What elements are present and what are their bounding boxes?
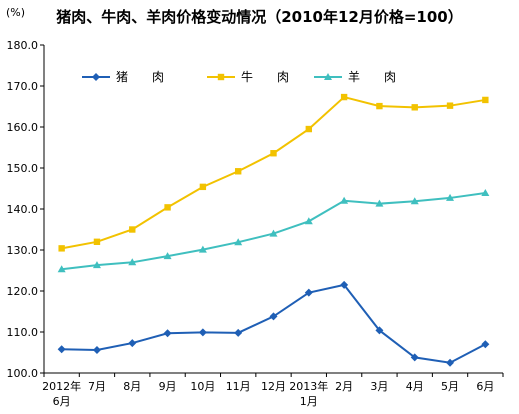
data-point-0 xyxy=(481,340,490,349)
chart-title: 猪肉、牛肉、羊肉价格变动情况（2010年12月价格=100） xyxy=(56,8,463,26)
data-point-0 xyxy=(410,353,419,362)
y-tick-label: 100.0 xyxy=(7,367,39,380)
x-tick-label: 10月 xyxy=(190,380,215,393)
data-point-0 xyxy=(340,280,349,289)
x-tick-label-line2: 1月 xyxy=(300,395,318,408)
data-point-1 xyxy=(270,150,277,157)
x-tick-label: 9月 xyxy=(159,380,177,393)
data-point-2 xyxy=(234,238,243,246)
y-tick-label: 160.0 xyxy=(7,121,39,134)
data-point-0 xyxy=(57,345,66,354)
legend: 猪 肉牛 肉羊 肉 xyxy=(82,69,396,84)
data-point-1 xyxy=(234,168,242,175)
series-layer xyxy=(57,93,490,367)
data-point-1 xyxy=(58,245,65,252)
data-point-2 xyxy=(446,193,455,201)
data-point-2 xyxy=(198,245,207,253)
data-point-0 xyxy=(375,326,384,335)
x-tick-label-line2: 6月 xyxy=(53,395,71,408)
data-point-0 xyxy=(92,346,101,355)
data-point-0 xyxy=(128,339,137,348)
data-point-0 xyxy=(269,312,278,321)
data-point-2 xyxy=(375,199,384,207)
y-tick-label: 120.0 xyxy=(7,285,39,298)
data-point-2 xyxy=(481,189,490,197)
x-tick-label: 2013年 xyxy=(289,379,328,393)
x-tick-label: 11月 xyxy=(226,380,251,393)
data-point-2 xyxy=(57,265,66,273)
legend-label-1: 牛 肉 xyxy=(241,69,289,84)
y-axis-unit-label: (%) xyxy=(6,6,25,19)
data-point-1 xyxy=(164,204,171,211)
legend-swatch-marker-2 xyxy=(324,73,332,80)
data-point-1 xyxy=(482,96,489,104)
legend-swatch-marker-1 xyxy=(217,73,225,81)
y-tick-label: 130.0 xyxy=(7,244,39,257)
data-point-1 xyxy=(446,102,454,109)
data-point-2 xyxy=(163,252,172,260)
data-point-0 xyxy=(198,328,207,337)
y-tick-label: 140.0 xyxy=(7,203,39,216)
data-point-1 xyxy=(411,104,418,111)
x-tick-label: 2012年 xyxy=(42,379,81,393)
legend-label-2: 羊 肉 xyxy=(348,69,396,84)
y-axis-ticks: 100.0 110.0 120.0 130.0 140.0 150.0 160.0 170.0… xyxy=(7,39,44,380)
y-tick-label: 170.0 xyxy=(7,80,39,93)
data-point-0 xyxy=(446,358,455,367)
legend-label-0: 猪 肉 xyxy=(116,70,164,84)
data-point-1 xyxy=(305,125,313,133)
x-tick-label: 8月 xyxy=(123,380,141,393)
y-tick-label: 180.0 xyxy=(7,39,39,52)
data-point-1 xyxy=(376,102,383,110)
x-tick-label: 7月 xyxy=(88,380,106,393)
data-point-1 xyxy=(199,183,207,191)
x-tick-label: 4月 xyxy=(406,380,424,393)
x-axis-ticks: 2012年 6月 7月 8月 9月 10月 11月 12月 2013年 1月 2月 3月 4月 5月 6月 xyxy=(42,373,504,408)
series-line-0 xyxy=(61,283,486,364)
data-point-2 xyxy=(128,258,137,266)
data-point-2 xyxy=(410,197,419,205)
x-tick-label: 3月 xyxy=(370,380,388,393)
data-point-2 xyxy=(304,217,313,225)
data-point-1 xyxy=(340,93,348,101)
series-line-1 xyxy=(61,95,486,250)
data-point-1 xyxy=(129,226,136,233)
x-tick-label: 2月 xyxy=(335,380,353,393)
y-tick-label: 110.0 xyxy=(7,326,39,339)
y-tick-label: 150.0 xyxy=(7,162,39,175)
data-point-2 xyxy=(340,196,349,204)
data-point-2 xyxy=(92,261,101,269)
legend-swatch-marker-0 xyxy=(92,73,100,81)
x-tick-label: 5月 xyxy=(441,380,459,393)
data-point-0 xyxy=(304,288,313,297)
data-point-0 xyxy=(163,329,172,338)
x-tick-label: 12月 xyxy=(261,380,286,393)
x-tick-label: 6月 xyxy=(476,380,494,393)
data-point-2 xyxy=(269,229,278,237)
data-point-1 xyxy=(93,238,101,245)
data-point-0 xyxy=(234,328,243,337)
